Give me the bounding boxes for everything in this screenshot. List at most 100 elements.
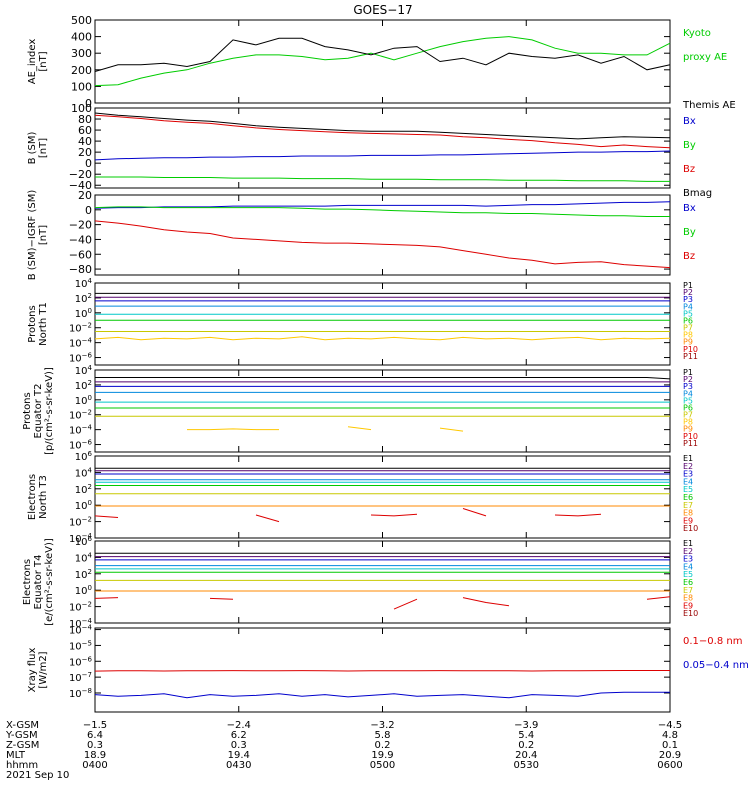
row-value: −2.4 [227, 720, 251, 731]
y-tick-label: −60 [69, 248, 92, 261]
row-label: X-GSM [6, 720, 39, 731]
panel-ae: 0 100 200 300 400 500 AE_index [nT] Kyoto proxy A… [27, 14, 736, 111]
legend-label: P3 [683, 295, 693, 304]
legend-label: P4 [683, 302, 693, 311]
legend-label: P2 [683, 288, 693, 297]
legend-label: 0.05−0.4 nm [683, 660, 749, 671]
row-value: 0400 [82, 760, 107, 771]
legend-label: E6 [683, 578, 693, 587]
series-line-kyoto-proxy-ae [94, 36, 671, 87]
row-value: 19.9 [371, 750, 393, 761]
legend-label: P5 [683, 396, 693, 405]
row-value: 0600 [657, 760, 682, 771]
y-tick-label: 104 [75, 466, 93, 479]
y-axis-label: B (SM) [27, 131, 38, 164]
panel-ee: 106 104 102 100 10−2 10−4 Electrons Equator T4[… [22, 535, 698, 630]
y-tick-label: 500 [71, 14, 92, 27]
y-tick-label: 106 [75, 450, 93, 463]
y-tick-label: 10−2 [69, 516, 92, 529]
y-tick-label: 102 [75, 568, 92, 581]
y-axis-label: [e/(cm²-s-sr-keV)] [44, 538, 55, 626]
legend-label: Bz [683, 251, 695, 262]
legend-label: P10 [683, 432, 698, 441]
y-tick-label: 100 [75, 499, 92, 512]
y-axis-label: [p/(cm²-s-sr-keV)] [44, 367, 55, 455]
legend-label: E1 [683, 454, 693, 463]
y-tick-label: 10−4 [69, 617, 93, 630]
row-value: 0430 [226, 760, 251, 771]
legend-label: P8 [683, 331, 693, 340]
row-label: Z-GSM [6, 740, 39, 751]
row-value: 20.9 [659, 750, 681, 761]
y-axis-label: North T1 [38, 302, 49, 346]
legend-label: P5 [683, 309, 693, 318]
series-line-p8 [187, 427, 670, 431]
legend-label: Bmag [683, 188, 712, 199]
row-value: 0530 [514, 760, 539, 771]
series-line-bmag [94, 112, 671, 140]
legend-label: P4 [683, 389, 693, 398]
y-axis-label: Protons [22, 392, 33, 429]
y-tick-label: 0 [85, 204, 92, 217]
legend-label: P3 [683, 382, 693, 391]
legend-label: E8 [683, 509, 693, 518]
y-tick-label: 10−7 [69, 671, 92, 684]
row-value: 6.2 [231, 730, 247, 741]
y-axis-label: Xray flux [27, 648, 38, 693]
row-label: MLT [6, 750, 26, 761]
legend-label: E10 [683, 524, 698, 533]
y-tick-label: 20 [78, 146, 92, 159]
legend-label: E1 [683, 539, 693, 548]
y-tick-label: 400 [71, 31, 92, 44]
row-value: −4.5 [658, 720, 682, 731]
series-line-e9 [95, 509, 670, 522]
series-line-p8 [94, 336, 671, 341]
panel-pn: 104 102 100 10−2 10−4 10−6 Protons North T1 P1P2… [27, 277, 698, 366]
series-line-0-1-0-8-nm [94, 670, 670, 672]
row-value: 0500 [370, 760, 395, 771]
y-axis-label: B (SM)−IGRF (SM) [27, 190, 38, 281]
panel-frame [94, 627, 671, 713]
y-axis-label: AE_index [27, 39, 38, 85]
legend-label: E4 [683, 477, 693, 486]
y-tick-label: 10−2 [69, 322, 92, 335]
row-value: 20.4 [515, 750, 537, 761]
y-tick-label: 102 [75, 379, 92, 392]
row-value: 4.8 [662, 730, 678, 741]
row-value: 0.3 [231, 740, 247, 751]
series-line-bx [94, 150, 671, 161]
y-tick-label: 20 [78, 189, 92, 202]
y-axis-label: Electrons [22, 559, 33, 605]
legend-label: P9 [683, 338, 693, 347]
series-line-0-05-0-4-nm [94, 691, 670, 699]
row-value: −3.9 [514, 720, 538, 731]
legend-label: P7 [683, 324, 693, 333]
y-tick-label: 100 [71, 102, 92, 115]
row-value: −1.5 [83, 720, 107, 731]
y-axis-label: Protons [27, 305, 38, 342]
y-tick-label: 10−8 [69, 687, 92, 700]
legend-label: E3 [683, 555, 693, 564]
legend-label: E7 [683, 586, 693, 595]
row-value: 19.4 [228, 750, 250, 761]
legend-label: proxy AE [683, 52, 727, 63]
legend-label: P11 [683, 439, 698, 448]
y-axis-label: Equator T4 [33, 555, 44, 610]
series-line-bx [94, 201, 671, 209]
y-tick-label: 40 [78, 135, 92, 148]
legend-label: P8 [683, 418, 693, 427]
panel-xray: 10−8 10−7 10−6 10−5 10−4 Xray flux [W/m2] 0.1−0… [27, 624, 749, 713]
y-axis-label: Electrons [27, 474, 38, 520]
y-axis-label: North T3 [38, 475, 49, 519]
series-line-by [95, 176, 670, 182]
y-tick-label: 10−6 [69, 439, 93, 452]
y-tick-label: 10−4 [69, 337, 93, 350]
ephemeris-table: X-GSM −1.5 −2.4 −3.2 −3.9 −4.5 Y-GSM 6.4 6.2 5.8 5… [5, 720, 683, 781]
legend-label: By [683, 140, 696, 151]
chart-title: GOES−17 [353, 3, 412, 17]
series-line-e9 [94, 596, 671, 610]
y-tick-label: 10−4 [69, 624, 93, 637]
legend-label: Bx [683, 116, 696, 127]
legend-label: E5 [683, 485, 693, 494]
